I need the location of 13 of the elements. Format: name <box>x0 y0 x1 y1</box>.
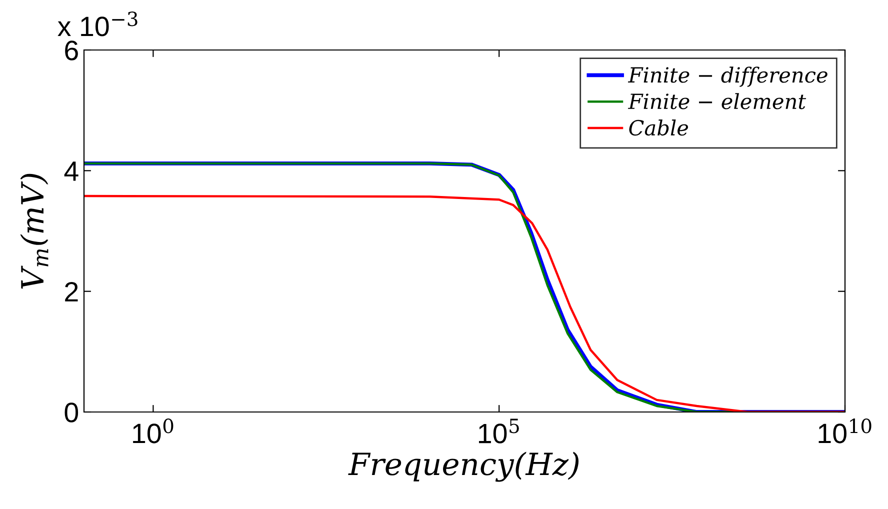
x-tick-label: 10$^{10}$ <box>818 418 872 444</box>
y-axis-title: V$_{m}$(mV) <box>20 174 48 289</box>
y-tick-label: 4 <box>64 162 78 181</box>
x-tick-label: 10$^{5}$ <box>478 418 519 444</box>
text: x 10$^{−3}$ <box>58 12 138 36</box>
legend-label: Finite − difference <box>628 66 828 87</box>
x-axis-title: Frequency(Hz) <box>348 452 578 482</box>
y-tick-label: 2 <box>65 282 78 302</box>
y-tick-label: 0 <box>64 402 78 422</box>
x-tick-label: 10$^{0}$ <box>133 418 174 444</box>
legend-label: Finite − element <box>628 93 806 110</box>
legend-label: Cable <box>629 119 688 136</box>
y-tick-label: 6 <box>65 40 78 60</box>
